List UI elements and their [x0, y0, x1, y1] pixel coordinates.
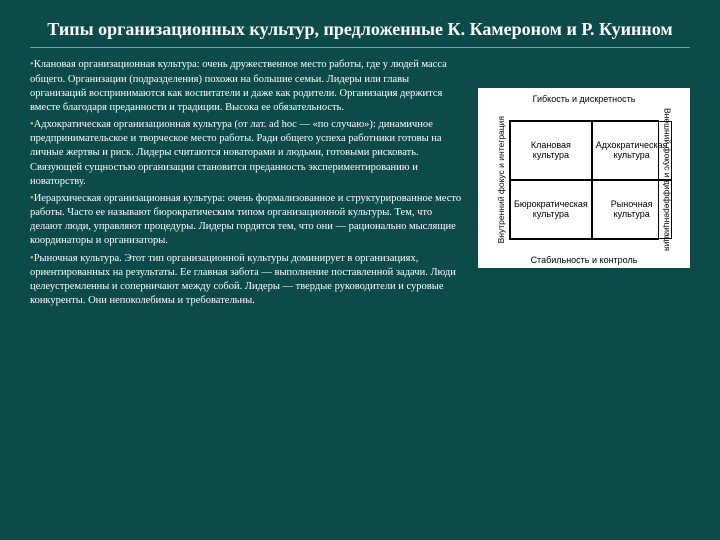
content-row: •Клановая организационная культура: очен…: [30, 58, 690, 520]
axis-label-right: Внешний фокус и дифференциация: [662, 108, 671, 251]
cell-clan: Клановая культура: [510, 121, 592, 180]
quadrant-diagram: Гибкость и дискретность Внутренний фокус…: [478, 88, 690, 268]
diagram-column: Гибкость и дискретность Внутренний фокус…: [478, 58, 690, 520]
bullet-lead: Адхократическая организационная культура: [34, 119, 232, 130]
slide-title: Типы организационных культур, предложенн…: [30, 18, 690, 48]
slide: Типы организационных культур, предложенн…: [0, 0, 720, 540]
bullet-item: •Адхократическая организационная культур…: [30, 118, 466, 189]
axis-label-bottom: Стабильность и контроль: [484, 255, 684, 265]
cell-bureaucracy: Бюрократическая культура: [510, 180, 592, 239]
axis-label-left: Внутренний фокус и интеграция: [497, 116, 506, 243]
text-column: •Клановая организационная культура: очен…: [30, 58, 466, 520]
bullet-item: •Иерархическая организационная культура:…: [30, 192, 466, 249]
bullet-item: •Рыночная культура. Этот тип организацио…: [30, 252, 466, 309]
cell-market: Рыночная культура: [592, 180, 672, 239]
bullet-lead: Клановая организационная культура:: [34, 59, 200, 70]
axis-label-top: Гибкость и дискретность: [484, 94, 684, 104]
cell-adhocracy: Адхократическая культура: [592, 121, 672, 180]
bullet-lead: Рыночная культура.: [34, 253, 122, 264]
bullet-lead: Иерархическая организационная культура:: [34, 193, 225, 204]
diagram-middle: Внутренний фокус и интеграция Клановая к…: [484, 108, 684, 251]
bullet-item: •Клановая организационная культура: очен…: [30, 58, 466, 115]
quadrant-grid: Клановая культура Адхократическая культу…: [509, 120, 659, 240]
